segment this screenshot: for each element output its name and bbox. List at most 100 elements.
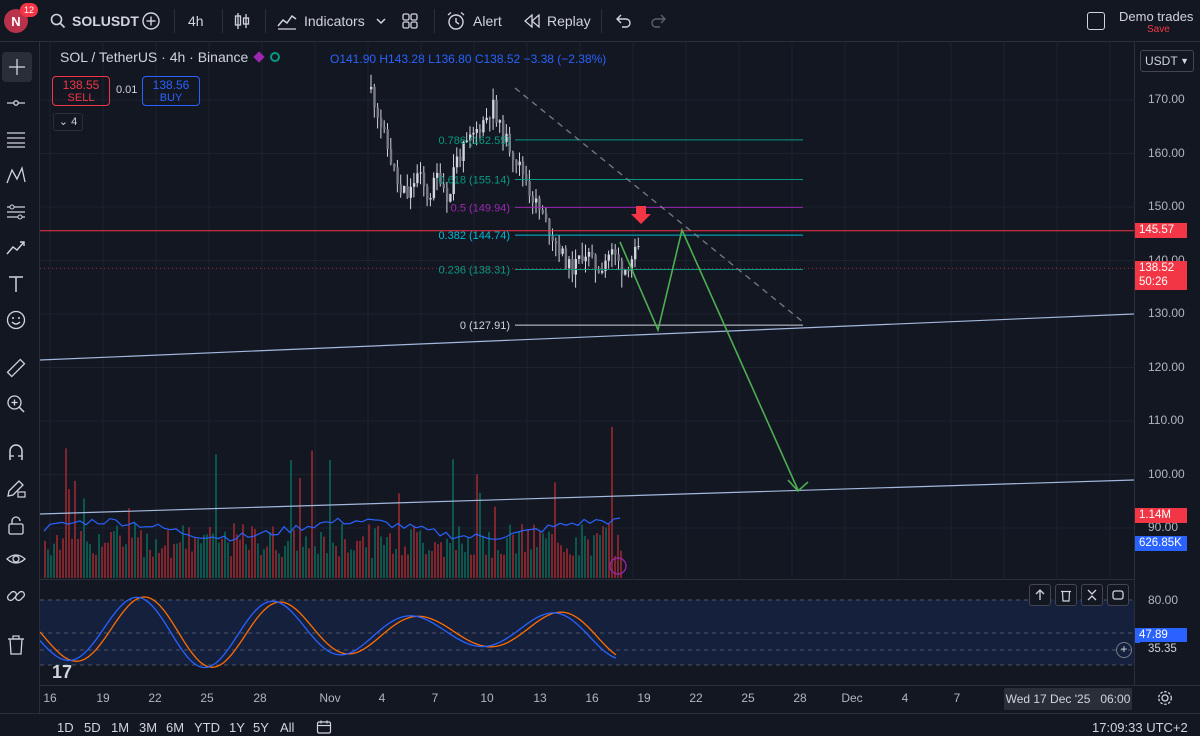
last-price-tag: 138.52 [1135,261,1187,276]
eye-icon [6,554,26,564]
time-axis[interactable] [40,685,1200,713]
trend-line-tool[interactable] [4,91,28,115]
symbol-search-button[interactable]: SOLUSDT [50,0,139,42]
volume-bar [614,555,616,578]
volume-bar [203,534,205,578]
volume-bar [62,538,64,578]
chart-settings-button[interactable] [1157,690,1173,711]
buy-button[interactable]: 138.56 BUY [142,76,200,106]
price-axis[interactable]: USDT ▼ [1134,42,1200,685]
pane-move-up-button[interactable] [1029,584,1051,606]
sell-button[interactable]: 138.55 SELL [52,76,110,106]
redo-button[interactable] [650,0,668,42]
time-axis-tick: 16 [585,691,599,705]
link-icon [6,590,26,602]
volume-bar [452,459,454,578]
stoch-rsi-pane[interactable]: 17 [40,579,1134,685]
range-button-1d[interactable]: 1D [57,720,74,735]
undo-icon [616,14,631,28]
volume-bar [470,554,472,578]
date-range-button[interactable] [316,720,332,736]
range-button-ytd[interactable]: YTD [194,720,220,735]
measure-tool[interactable] [4,356,28,380]
price-chart[interactable]: 0.786 (162.55) 0.618 (155.14) 0.5 (149.94)… [40,42,1134,578]
legend-title[interactable]: SOL / TetherUS · 4h · Binance [60,49,249,65]
chevron-down-icon: ▼ [1180,56,1189,66]
volume-bar [422,542,424,578]
candle-body [459,156,462,161]
volume-bar [344,539,346,578]
remove-drawings-tool[interactable] [4,633,28,657]
layouts-button[interactable] [401,0,419,42]
indicators-collapse-button[interactable]: ⌄ 4 [53,113,83,131]
time-axis-tick: 7 [953,691,961,705]
brush-tool[interactable] [4,236,28,260]
volume-bar [164,545,166,578]
candle-body [502,120,505,143]
add-level-button[interactable]: + [1116,642,1132,658]
indicators-button[interactable]: Indicators [277,0,365,42]
currency-selector[interactable]: USDT ▼ [1140,50,1194,72]
volume-bar [248,549,250,578]
hide-drawings-tool[interactable] [4,547,28,571]
candle-body [379,117,383,128]
chart-canvas[interactable]: 0.786 (162.55) 0.618 (155.14) 0.5 (149.94)… [40,42,1134,578]
plus-icon: + [1120,642,1128,656]
undo-button[interactable] [614,0,632,42]
volume-bar [116,525,118,578]
pane-collapse-button[interactable] [1081,584,1103,606]
volume-bar [419,530,421,578]
candle-body [498,120,502,123]
alert-button[interactable]: Alert [446,0,502,42]
time-axis-tick: 7 [431,691,439,705]
indicators-dropdown[interactable] [375,0,387,42]
price-axis-tick: 120.00 [1148,359,1185,374]
volume-bar [308,548,310,578]
pattern-tool[interactable] [4,164,28,188]
oscillator-canvas[interactable]: 17 [40,580,1134,685]
lock-drawings-tool[interactable] [4,513,28,537]
volume-bar [140,530,142,578]
emoji-tool[interactable] [4,308,28,332]
volume-bar [443,556,445,578]
pane-maximize-button[interactable] [1107,584,1129,606]
stay-drawing-tool[interactable] [4,476,28,500]
range-button-all[interactable]: All [280,720,295,735]
forecast-tool[interactable] [4,200,28,224]
range-button-5y[interactable]: 5Y [253,720,269,735]
lightning-icon [609,557,627,575]
volume-bar [539,531,541,578]
volume-bar [194,536,196,578]
range-button-6m[interactable]: 6M [166,720,185,735]
range-button-1m[interactable]: 1M [111,720,130,735]
price-axis-tick: 100.00 [1148,466,1185,481]
clock-timezone[interactable]: 17:09:33 UTC+2 [1092,720,1188,735]
range-button-5d[interactable]: 5D [84,720,101,735]
candle-body [568,259,571,269]
text-icon [9,276,23,292]
magnet-tool[interactable] [4,440,28,464]
candle-body [525,174,528,182]
range-button-1y[interactable]: 1Y [229,720,245,735]
compare-symbol-button[interactable] [141,0,161,42]
crosshair-tool[interactable] [2,52,32,82]
demo-trades-checkbox[interactable] [1087,0,1105,42]
text-tool[interactable] [4,272,28,296]
link-tool[interactable] [4,584,28,608]
chart-type-button[interactable] [233,0,251,42]
demo-trades-save[interactable]: Save [1147,24,1170,35]
interval-button[interactable]: 4h [188,13,204,29]
volume-bar [446,538,448,578]
range-button-3m[interactable]: 3M [139,720,158,735]
replay-button[interactable]: Replay [523,0,591,42]
demo-trades-title[interactable]: Demo trades [1119,9,1194,24]
zoom-tool[interactable] [4,392,28,416]
volume-bar [425,554,427,578]
volume-bar [332,542,334,578]
fib-tool[interactable] [4,127,28,151]
volume-bar [212,533,214,578]
pane-delete-button[interactable] [1055,584,1077,606]
volume-bar [503,554,505,578]
volume-bar [131,537,133,578]
bottom-toolbar [0,713,1200,736]
